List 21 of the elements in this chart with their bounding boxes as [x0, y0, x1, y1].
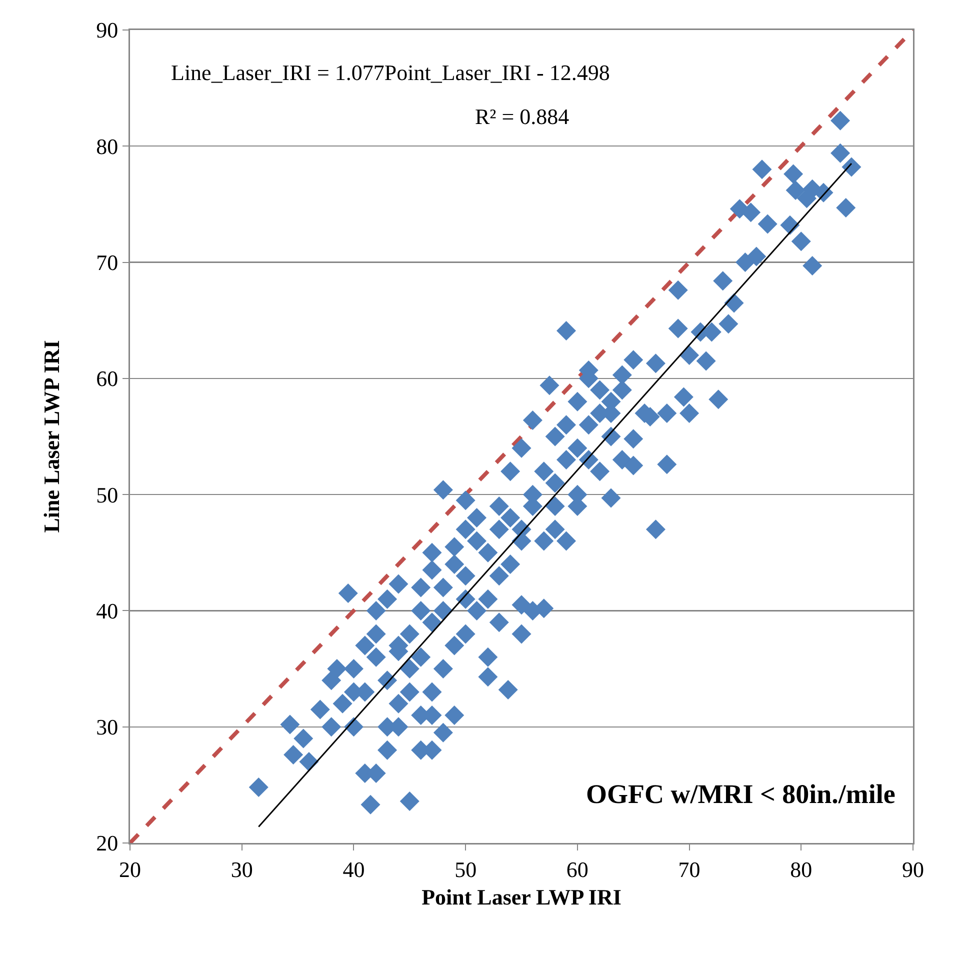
- x-tick-label: 90: [902, 856, 924, 882]
- x-tick-label: 70: [678, 856, 700, 882]
- x-tick-label: 80: [790, 856, 812, 882]
- y-tick-label: 30: [96, 714, 118, 740]
- x-tick-label: 40: [342, 856, 365, 882]
- annotation: R² = 0.884: [475, 104, 570, 129]
- x-tick-label: 50: [454, 856, 477, 882]
- y-tick-label: 80: [96, 134, 118, 159]
- y-tick-label: 90: [96, 18, 118, 43]
- y-tick-label: 70: [96, 250, 118, 275]
- x-tick-label: 20: [119, 856, 141, 882]
- x-axis-title: Point Laser LWP IRI: [422, 884, 622, 910]
- y-tick-label: 50: [96, 482, 118, 508]
- y-tick-label: 40: [96, 598, 118, 624]
- y-tick-label: 60: [96, 366, 118, 392]
- x-tick-label: 60: [566, 856, 588, 882]
- y-tick-label: 20: [96, 830, 118, 856]
- annotation: OGFC w/MRI < 80in./mile: [586, 779, 896, 809]
- annotation: Line_Laser_IRI = 1.077Point_Laser_IRI - 12.498: [171, 60, 610, 85]
- x-tick-label: 30: [230, 856, 253, 882]
- y-axis-title: Line Laser LWP IRI: [39, 340, 64, 533]
